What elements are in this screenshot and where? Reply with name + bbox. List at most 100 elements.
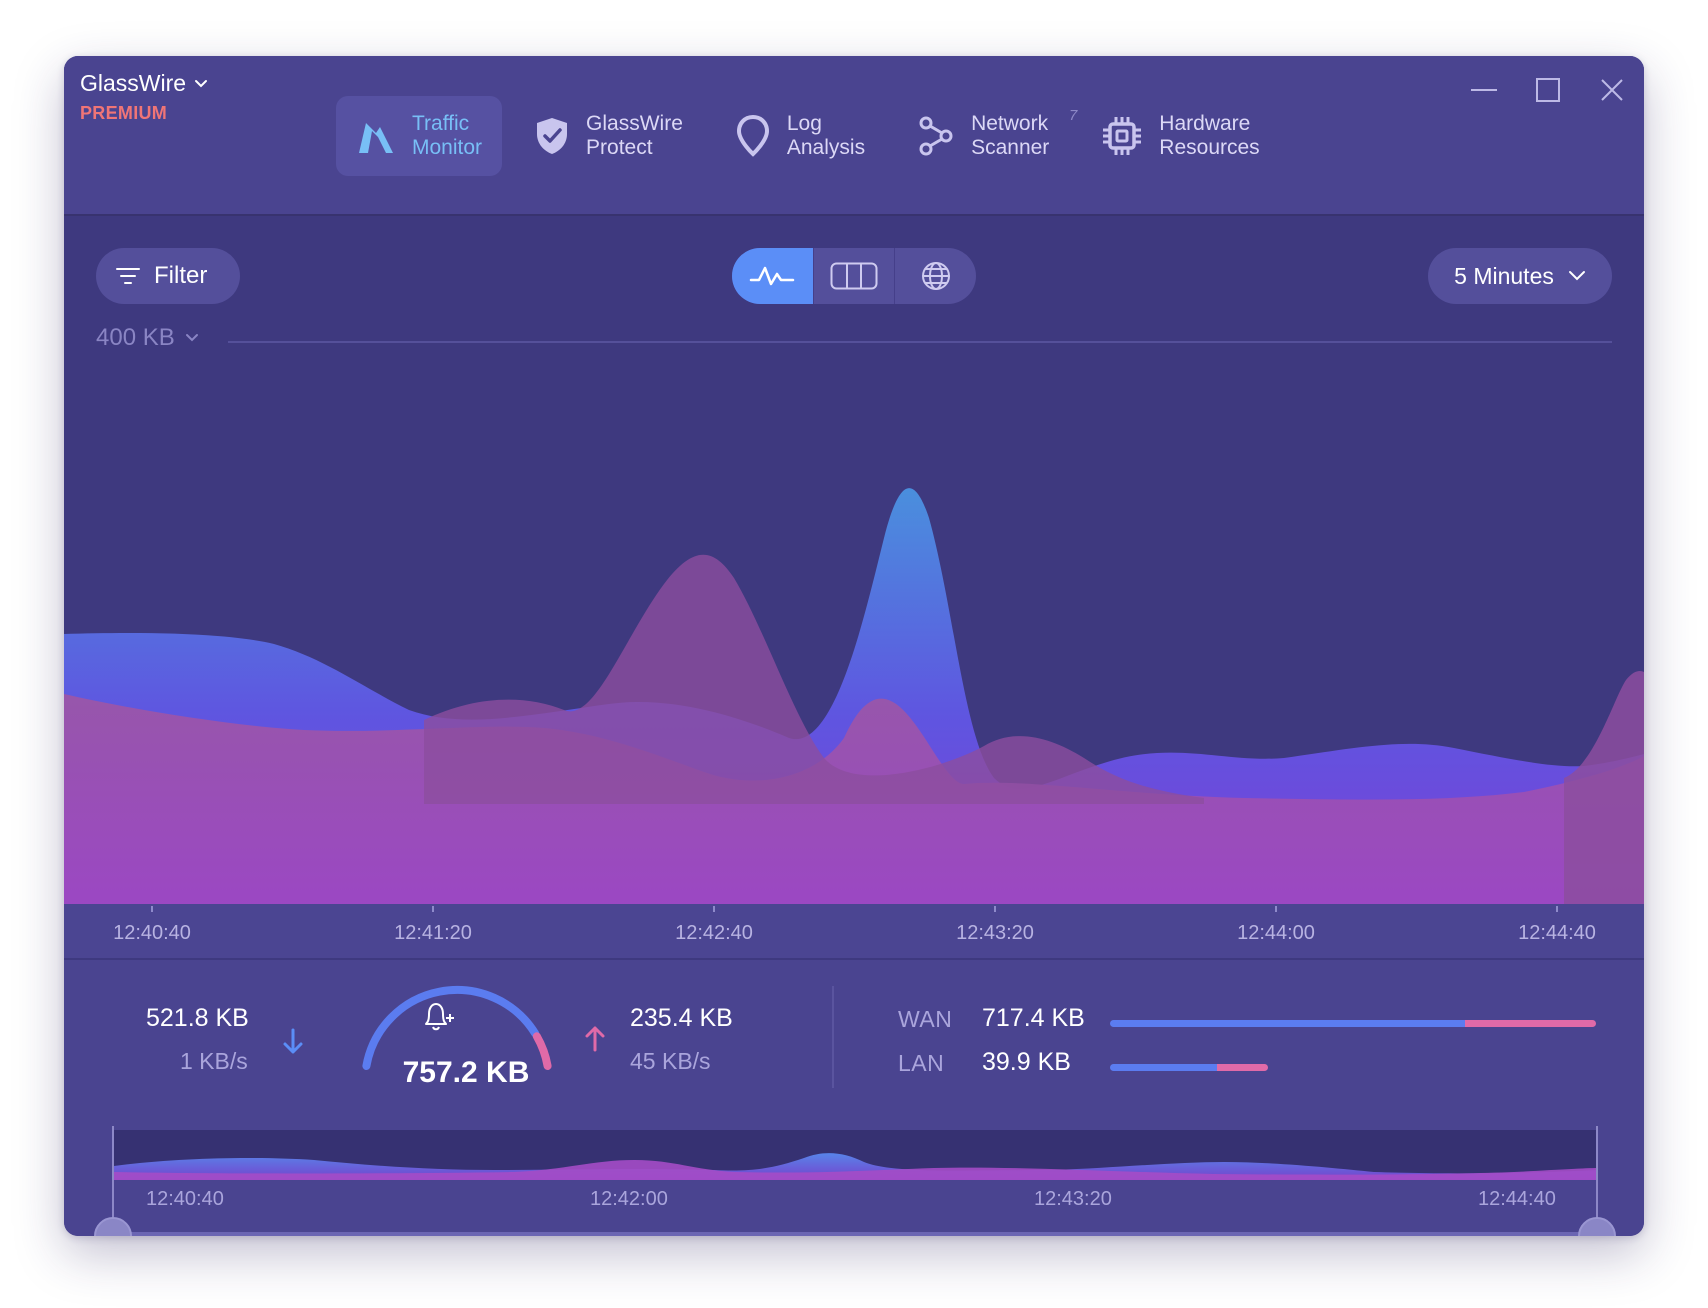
traffic-graph-panel: Filter 5 Minutes 400 KB: [64, 218, 1644, 958]
stats-divider: [832, 986, 834, 1088]
premium-badge: PREMIUM: [80, 103, 168, 123]
timeline-overview[interactable]: [114, 1130, 1598, 1180]
wan-label: WAN: [898, 1006, 953, 1032]
gauge-outgoing-arc: [532, 1032, 552, 1070]
tab-label-line1: Traffic: [412, 112, 470, 135]
view-columns-button[interactable]: [812, 248, 895, 304]
scanner-count-badge: 7: [1068, 107, 1078, 124]
tab-label-line2: Resources: [1159, 136, 1260, 159]
tab-glasswire-protect[interactable]: GlassWire Protect: [514, 96, 703, 176]
tick-mark: [994, 906, 996, 912]
minimize-button[interactable]: [1464, 70, 1504, 110]
wan-incoming-segment: [1110, 1020, 1465, 1027]
traffic-monitor-icon: [359, 123, 393, 153]
lan-outgoing-segment: [1217, 1064, 1268, 1071]
time-tick-label: 12:41:20: [394, 922, 472, 944]
mini-outgoing-area: [114, 1160, 1598, 1180]
minimize-icon: [1471, 89, 1497, 91]
gauge-incoming-arc: [362, 985, 540, 1070]
tick-mark: [432, 906, 434, 912]
outgoing-traffic-tail-area: [1564, 670, 1644, 904]
close-icon: [1601, 79, 1623, 101]
usage-stats-panel: 521.8 KB 1 KB/s 757.2 KB 235.4 KB 45 KB/…: [64, 960, 1644, 1236]
outgoing-traffic-peak-area: [424, 554, 1204, 804]
download-arrow-icon: [283, 1028, 303, 1054]
time-range-label: 5 Minutes: [1454, 262, 1554, 289]
tab-log-analysis[interactable]: Log Analysis: [715, 96, 885, 176]
tab-hardware-resources[interactable]: Hardware Resources: [1081, 96, 1279, 176]
maximize-icon: [1536, 78, 1560, 102]
timeline-tick-label: 12:43:20: [1034, 1188, 1112, 1210]
download-rate: 1 KB/s: [180, 1048, 248, 1074]
traffic-graph: [64, 488, 1644, 904]
scale-gridline: [228, 341, 1612, 343]
time-axis: [64, 904, 1644, 958]
filter-button[interactable]: Filter: [96, 248, 240, 304]
lan-usage-bar: [1110, 1064, 1268, 1071]
app-window: GlassWire PREMIUM Traffic Monitor: [64, 56, 1644, 1236]
main-nav: Traffic Monitor GlassWire Protect: [336, 96, 1292, 176]
tab-label-line1: Hardware: [1159, 112, 1251, 135]
tab-label-line1: Log: [786, 112, 822, 135]
tab-label-line2: Monitor: [412, 136, 483, 159]
add-alert-icon[interactable]: [420, 1000, 460, 1032]
tab-label-line1: GlassWire: [586, 112, 683, 135]
upload-total: 235.4 KB: [630, 1004, 733, 1032]
cpu-chip-icon: [1103, 117, 1142, 155]
lan-value: 39.9 KB: [982, 1048, 1071, 1076]
time-range-select[interactable]: 5 Minutes: [1428, 248, 1612, 304]
app-name: GlassWire: [80, 70, 187, 96]
timeline-range-start-edge: [112, 1126, 114, 1222]
lan-incoming-segment: [1110, 1064, 1218, 1071]
timeline-mini-graph: [114, 1153, 1598, 1180]
upload-rate: 45 KB/s: [630, 1048, 711, 1074]
wan-usage-bar: [1110, 1020, 1596, 1027]
tab-label-line1: Network: [971, 112, 1049, 135]
upload-arrow-icon: [585, 1026, 605, 1052]
tick-mark: [713, 906, 715, 912]
filter-label: Filter: [154, 262, 208, 289]
tab-traffic-monitor[interactable]: Traffic Monitor: [336, 96, 503, 176]
view-graph-button[interactable]: [732, 248, 813, 304]
tab-label-line2: Scanner: [971, 136, 1050, 159]
maximize-button[interactable]: [1528, 70, 1568, 110]
chevron-down-icon: [1568, 271, 1585, 281]
timeline-tick-label: 12:42:00: [590, 1188, 668, 1210]
wan-outgoing-segment: [1464, 1020, 1596, 1027]
filter-icon: [116, 268, 140, 284]
scale-value: 400 KB: [96, 324, 175, 351]
wan-value: 717.4 KB: [982, 1004, 1085, 1032]
graph-scale-select[interactable]: 400 KB: [96, 324, 199, 352]
location-pin-icon: [736, 114, 769, 157]
timeline-end-handle[interactable]: [1578, 1217, 1616, 1236]
close-button[interactable]: [1592, 70, 1632, 110]
tab-label-line2: Protect: [586, 136, 653, 159]
columns-icon: [830, 262, 878, 290]
brand: GlassWire PREMIUM: [80, 70, 208, 124]
tab-network-scanner[interactable]: Network Scanner 7: [897, 96, 1077, 176]
download-total: 521.8 KB: [146, 1004, 249, 1032]
view-globe-button[interactable]: [894, 248, 976, 304]
chevron-down-icon: [185, 334, 198, 342]
time-tick-label: 12:42:40: [675, 922, 753, 944]
tick-mark: [1275, 906, 1277, 912]
time-tick-label: 12:44:40: [1518, 922, 1596, 944]
time-tick-label: 12:44:00: [1237, 922, 1315, 944]
total-usage: 757.2 KB: [402, 1056, 530, 1089]
timeline-start-handle[interactable]: [94, 1217, 132, 1236]
globe-icon: [921, 262, 950, 290]
chevron-down-icon: [195, 79, 208, 87]
lan-label: LAN: [898, 1050, 945, 1076]
timeline-tick-label: 12:40:40: [146, 1188, 224, 1210]
app-menu-button[interactable]: GlassWire: [80, 70, 208, 97]
timeline-range-track[interactable]: [114, 1232, 1598, 1236]
network-nodes-icon: [919, 116, 953, 156]
pulse-graph-icon: [750, 266, 795, 286]
view-mode-toggle: [732, 248, 976, 304]
usage-gauge: [362, 985, 552, 1070]
tick-mark: [1556, 906, 1558, 912]
tab-label-line2: Analysis: [786, 136, 866, 159]
tick-mark: [151, 906, 153, 912]
time-tick-label: 12:43:20: [956, 922, 1034, 944]
time-tick-label: 12:40:40: [113, 922, 191, 944]
